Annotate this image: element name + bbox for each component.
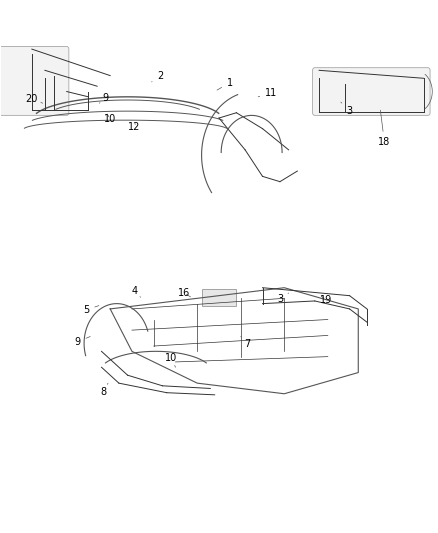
Text: 8: 8	[101, 383, 108, 397]
Text: 3: 3	[277, 293, 289, 304]
Text: 2: 2	[152, 70, 163, 82]
Text: 18: 18	[378, 110, 391, 147]
Text: 10: 10	[104, 114, 117, 124]
Text: 5: 5	[83, 305, 99, 315]
Text: 9: 9	[74, 336, 90, 347]
FancyBboxPatch shape	[313, 68, 430, 115]
FancyBboxPatch shape	[0, 46, 69, 115]
Text: 10: 10	[165, 353, 177, 367]
Text: 9: 9	[99, 93, 109, 103]
Text: 20: 20	[26, 94, 43, 104]
Text: 12: 12	[128, 122, 140, 132]
Text: 16: 16	[178, 288, 191, 298]
Text: 1: 1	[217, 77, 233, 90]
Text: 4: 4	[131, 286, 141, 297]
Text: 7: 7	[241, 336, 251, 350]
Text: 3: 3	[341, 102, 353, 116]
Bar	[201, 289, 237, 306]
Text: 19: 19	[319, 295, 332, 305]
Text: 11: 11	[258, 87, 277, 98]
